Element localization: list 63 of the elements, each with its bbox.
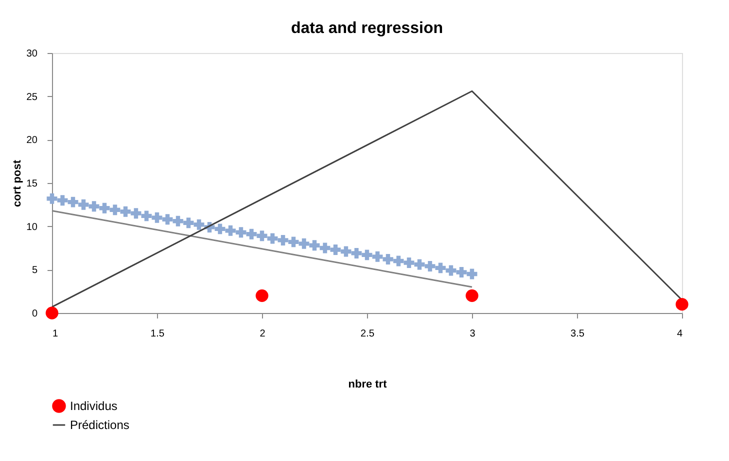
point: [456, 267, 467, 278]
point: [172, 216, 184, 226]
point: [141, 210, 152, 222]
legend-label: Individus: [70, 399, 118, 413]
point: [298, 238, 310, 249]
x-tick-label: 3.5: [570, 328, 585, 340]
y-tick-label: 20: [26, 135, 38, 146]
point: [130, 208, 142, 219]
point: [214, 224, 226, 234]
point: [110, 204, 120, 216]
y-tick-label: 30: [26, 48, 38, 60]
point: [424, 260, 436, 272]
point: [57, 195, 68, 206]
x-tick-label: 1.5: [150, 328, 165, 340]
point: [120, 206, 131, 217]
y-tick-label: 5: [32, 265, 38, 276]
point: [466, 268, 478, 280]
point: [362, 250, 372, 260]
point: [288, 236, 299, 248]
point: [309, 240, 320, 251]
legend-label: Prédictions: [70, 418, 130, 432]
point: [152, 212, 162, 223]
point: [225, 225, 236, 236]
point: [88, 201, 100, 212]
point: [372, 251, 383, 262]
point: [446, 265, 456, 276]
x-axis-title: nbre trt: [348, 378, 388, 390]
point: [404, 257, 414, 268]
point: [466, 289, 478, 302]
point: [278, 234, 288, 246]
point: [99, 202, 110, 214]
y-tick-label: 0: [32, 308, 38, 320]
y-tick-label: 10: [26, 222, 38, 233]
point: [46, 306, 58, 320]
point: [68, 196, 78, 208]
point: [330, 244, 341, 255]
x-tick-label: 2.5: [360, 328, 375, 340]
point: [256, 230, 268, 242]
point: [351, 248, 362, 258]
point: [676, 298, 688, 311]
point: [46, 193, 58, 204]
chart-title: data and regression: [290, 20, 444, 37]
y-tick-label: 25: [26, 92, 38, 103]
point: [340, 246, 352, 257]
point: [78, 199, 89, 210]
point: [256, 289, 268, 302]
point: [414, 259, 425, 270]
x-tick-label: 2: [260, 328, 266, 340]
point: [382, 254, 394, 265]
y-tick-label: 15: [26, 178, 38, 190]
point: [183, 218, 194, 228]
point: [194, 219, 204, 230]
point: [236, 227, 246, 238]
point: [435, 262, 446, 274]
point: [246, 228, 257, 240]
point: [320, 242, 330, 254]
x-tick-label: 3: [470, 328, 476, 340]
point: [162, 214, 173, 225]
x-tick-label: 4: [676, 328, 683, 340]
point: [393, 256, 404, 266]
point: [267, 233, 278, 244]
x-tick-label: 1: [52, 328, 58, 340]
y-axis-title: cort post: [11, 160, 24, 208]
